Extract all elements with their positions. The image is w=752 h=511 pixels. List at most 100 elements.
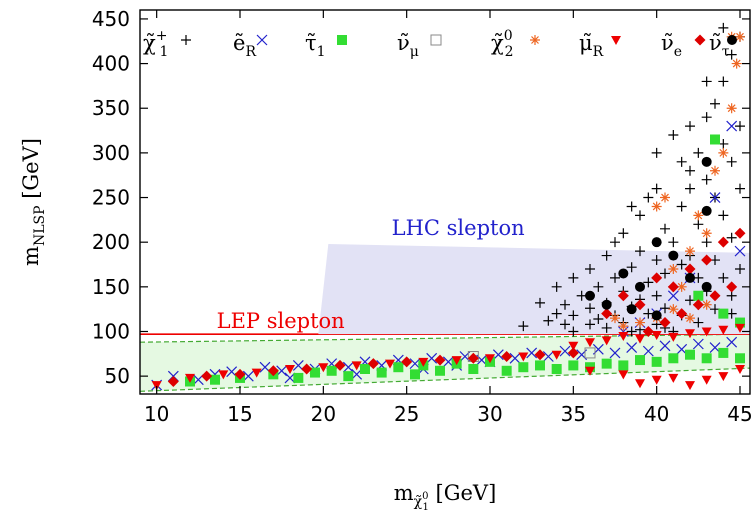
square-point xyxy=(618,360,629,371)
diamond-point xyxy=(534,349,546,361)
legend-entry: χ̃0 2 xyxy=(491,28,540,60)
star-point xyxy=(710,165,720,176)
y-axis-label: mNLSP [GeV] xyxy=(19,138,48,266)
y-tick-label: 50 xyxy=(105,364,130,388)
square-point xyxy=(310,367,320,378)
square-point xyxy=(360,363,370,374)
diamond-point xyxy=(434,354,446,366)
circle-point xyxy=(701,205,712,216)
x-tick-label: 10 xyxy=(144,402,169,426)
star-point xyxy=(635,317,645,328)
diamond-point xyxy=(234,368,246,380)
circle-point xyxy=(651,237,662,248)
plus-point xyxy=(685,165,695,176)
plus-point xyxy=(726,290,737,301)
triangle-point xyxy=(151,381,162,391)
legend-label: χ̃0 2 xyxy=(491,28,514,60)
plus-point xyxy=(651,290,662,301)
cross-point xyxy=(709,192,721,203)
x-tick-label: 30 xyxy=(477,402,502,426)
triangle-point xyxy=(585,366,595,376)
series-diamond xyxy=(167,227,746,387)
square-point xyxy=(718,308,729,319)
cross-point xyxy=(509,352,521,364)
circle-point xyxy=(651,310,662,321)
square-point xyxy=(551,363,562,374)
square-point xyxy=(210,374,220,385)
legend-label: χ̃+ 1 xyxy=(143,28,168,60)
plus-point xyxy=(701,112,712,123)
plus-point xyxy=(593,281,604,292)
plus-point xyxy=(643,192,654,203)
legend-marker-cross xyxy=(256,34,268,46)
circle-point xyxy=(626,304,637,315)
circle-point xyxy=(601,299,612,310)
plus-point xyxy=(735,121,745,132)
plus-point xyxy=(676,156,687,167)
plus-point xyxy=(551,308,562,319)
x-tick-label: 15 xyxy=(227,402,252,426)
triangle-point xyxy=(718,372,729,382)
diamond-point xyxy=(467,352,479,364)
legend-marker-plus xyxy=(181,35,191,45)
star-point xyxy=(676,281,687,292)
star-point xyxy=(735,31,745,42)
square-point xyxy=(393,362,404,373)
circle-point xyxy=(701,156,712,167)
square-point xyxy=(435,365,445,376)
diamond-point xyxy=(684,263,696,275)
plus-point xyxy=(635,210,645,221)
x-axis-label: mχ̃0 1 [GeV] xyxy=(394,481,497,511)
plus-point xyxy=(685,183,695,194)
plus-point xyxy=(568,326,579,337)
y-tick-label: 150 xyxy=(92,275,130,299)
legend-entry: ν̃τ xyxy=(709,31,737,60)
square-point xyxy=(735,353,745,364)
square-point xyxy=(710,134,720,145)
circle-point xyxy=(618,268,629,279)
plus-point xyxy=(626,326,637,337)
plus-point xyxy=(626,262,637,273)
x-tick-label: 40 xyxy=(644,402,669,426)
triangle-point xyxy=(585,338,595,348)
diamond-point xyxy=(634,299,646,311)
plus-point xyxy=(718,210,729,221)
frame-layer xyxy=(139,9,751,395)
plus-point xyxy=(568,272,579,283)
labels-layer: LEP slepton LHC slepton mχ̃0 1 [GeV] mNLSP [… xyxy=(19,138,525,511)
diamond-point xyxy=(501,350,513,362)
triangle-point xyxy=(251,368,262,378)
plus-point xyxy=(585,319,595,330)
plus-point xyxy=(668,130,679,141)
plus-point xyxy=(560,319,570,330)
legend-marker-diamond xyxy=(694,34,706,46)
opensquare-point xyxy=(584,347,596,359)
legend-entry: χ̃+ 1 xyxy=(143,28,191,60)
cross-point xyxy=(526,347,538,359)
triangle-point xyxy=(685,381,695,391)
triangle-point xyxy=(735,364,745,374)
series-triangle xyxy=(151,323,745,391)
plot-frame xyxy=(139,9,751,395)
legend-label: τ̃1 xyxy=(305,31,326,60)
cross-point xyxy=(726,336,738,348)
plus-point xyxy=(726,156,737,167)
y-tick-label: 350 xyxy=(92,96,130,120)
tick-layer: 10 15 20 25 30 35 40 45 50 100 150 200 250 300 350 400 4… xyxy=(92,7,752,426)
diamond-point xyxy=(601,308,613,320)
cross-point xyxy=(276,365,288,377)
plus-point xyxy=(601,250,612,261)
plus-point xyxy=(693,147,704,158)
plus-point xyxy=(726,308,737,319)
diamond-point xyxy=(167,375,179,387)
circle-point xyxy=(685,272,695,283)
triangle-point xyxy=(551,350,562,360)
plus-point xyxy=(718,76,729,87)
square-point xyxy=(410,369,420,380)
plus-point xyxy=(643,277,654,288)
diamond-point xyxy=(201,370,213,382)
triangle-point xyxy=(718,325,729,335)
plus-point xyxy=(601,322,612,333)
plus-point xyxy=(535,297,545,308)
y-tick-label: 450 xyxy=(92,7,130,31)
